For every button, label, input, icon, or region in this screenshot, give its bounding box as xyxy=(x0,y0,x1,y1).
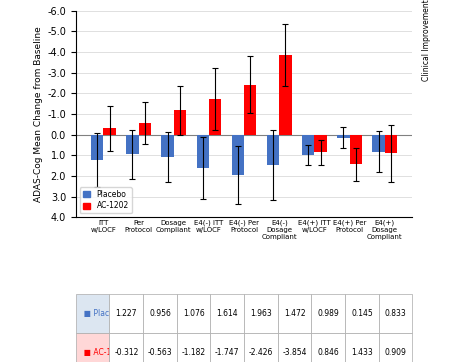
Bar xyxy=(126,135,138,154)
Bar xyxy=(209,98,221,135)
Bar xyxy=(244,85,256,135)
Bar xyxy=(279,55,292,135)
Text: Clinical Improvement: Clinical Improvement xyxy=(422,0,431,81)
Bar xyxy=(373,135,385,152)
Bar xyxy=(314,135,327,152)
Legend: Placebo, AC-1202: Placebo, AC-1202 xyxy=(80,187,132,213)
Bar xyxy=(385,135,397,153)
Bar xyxy=(174,110,186,135)
Bar xyxy=(337,135,350,138)
Bar xyxy=(197,135,209,168)
Bar xyxy=(267,135,279,165)
Bar xyxy=(103,128,116,135)
Bar xyxy=(91,135,103,160)
Bar xyxy=(232,135,244,175)
Bar xyxy=(162,135,174,157)
Bar xyxy=(302,135,314,155)
Bar xyxy=(350,135,362,164)
Y-axis label: ADAS-Cog Mean Change from Baseline: ADAS-Cog Mean Change from Baseline xyxy=(34,26,43,202)
Bar xyxy=(138,123,151,135)
